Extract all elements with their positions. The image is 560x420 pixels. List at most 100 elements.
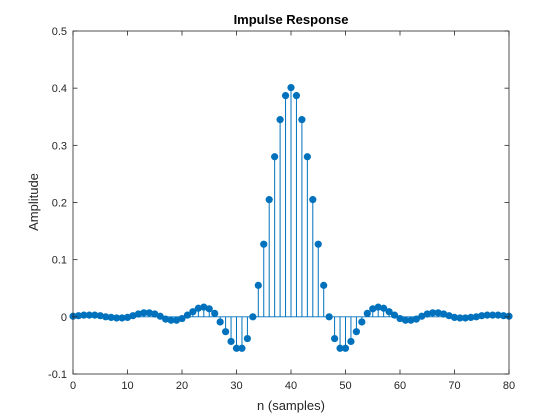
stem-marker [118,314,126,322]
stem-marker [390,311,399,319]
stem-marker [314,240,322,248]
stem-marker [249,313,257,321]
stem-marker [418,312,426,320]
stem-marker [265,196,273,204]
stem-marker [194,304,202,312]
stem-marker [352,328,360,336]
stem-marker [374,303,382,311]
stem-marker [254,281,262,289]
stem-marker [260,240,268,248]
stem-marker [380,304,388,312]
stem-marker [478,312,486,320]
stem-marker [287,83,295,92]
stem-marker [303,153,311,161]
stem-marker [461,314,469,322]
chart-title: Impulse Response [234,12,349,27]
x-tick-label: 70 [448,380,460,392]
stem-marker [243,334,251,343]
stem-marker [134,310,142,318]
stem-marker [429,309,437,317]
x-tick-label: 50 [339,380,351,392]
stem-marker [456,314,464,322]
stem-marker [325,313,333,321]
stem-marker [102,313,110,321]
y-tick-label: 0.2 [52,198,67,210]
stem-marker [309,196,317,204]
stem-marker [156,312,164,320]
stem-marker [205,305,213,313]
x-tick-label: 60 [394,380,406,392]
stem-marker [80,311,88,319]
markers-group [69,83,513,352]
y-tick-label: -0.1 [48,369,67,381]
ticks-group [72,30,510,375]
stem-marker [499,312,508,320]
stem-marker [216,318,224,326]
stem-marker [450,313,459,322]
y-tick-labels: -0.1 0 0.1 0.2 0.3 0.4 0.5 [48,26,67,381]
stem-marker [412,315,420,323]
stem-marker [281,91,290,100]
x-tick-label: 10 [121,380,133,392]
stem-marker [123,313,132,322]
stem-marker [423,310,431,318]
y-axis-label: Amplitude [26,173,41,231]
stem-marker [331,334,339,343]
stem-marker [167,316,175,324]
stem-marker [341,344,350,352]
x-tick-labels: 0 10 20 30 40 50 60 70 80 [70,380,515,392]
stem-marker [271,153,279,161]
stem-marker [292,91,301,100]
stem-marker [238,344,246,352]
x-axis-label: n (samples) [257,398,325,413]
x-tick-label: 20 [176,380,188,392]
x-tick-label: 0 [70,380,76,392]
stem-marker [183,311,192,319]
stem-marker [140,309,148,317]
y-tick-label: 0 [61,312,67,324]
stem-marker [396,314,404,323]
stem-marker [434,309,442,317]
stem-marker [189,308,197,316]
stem-marker [298,116,306,124]
stem-marker [232,344,241,352]
stem-marker [494,311,502,319]
stem-marker [200,303,208,311]
stem-marker [320,281,328,289]
stem-marker [96,312,104,320]
y-tick-label: 0.3 [52,140,67,152]
stem-marker [145,309,153,317]
stem-marker [91,311,99,319]
stem-marker [227,337,235,346]
x-tick-label: 30 [230,380,242,392]
stem-marker [211,309,219,318]
stem-marker [347,337,355,346]
stem-marker [440,310,448,318]
stem-marker [489,311,497,319]
stem-marker [74,312,83,320]
stem-marker [85,311,93,319]
stem-marker [113,314,121,322]
y-tick-label: 0.4 [52,83,67,95]
stem-marker [467,313,475,322]
stem-marker [151,310,159,318]
stem-marker [172,316,181,324]
stem-marker [358,318,366,326]
y-tick-label: 0.5 [52,26,67,38]
stem-marker [407,316,415,324]
stem-marker [385,308,393,316]
y-tick-label: 0.1 [52,255,67,267]
stem-marker [472,313,480,321]
stem-marker [369,305,377,313]
x-tick-label: 80 [503,380,515,392]
stem-marker [222,328,230,336]
stem-marker [445,312,453,320]
stem-marker [276,116,284,124]
stem-marker [107,313,115,322]
stem-marker [336,344,344,352]
stem-marker [162,315,170,323]
stem-marker [178,314,186,323]
x-tick-label: 40 [285,380,297,392]
